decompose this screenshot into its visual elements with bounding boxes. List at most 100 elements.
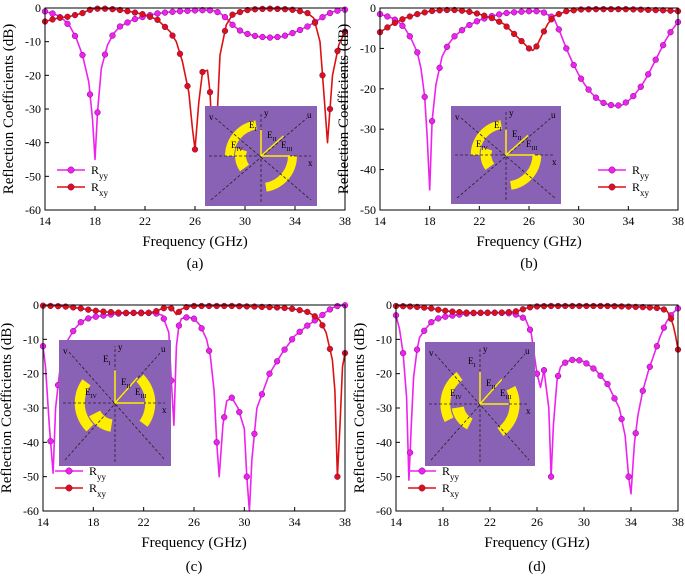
inset-v-axis bbox=[214, 117, 312, 201]
ring-segment-lower bbox=[265, 156, 298, 192]
inset-label-e4-base: E bbox=[450, 388, 456, 398]
data-point-ryy bbox=[384, 13, 391, 20]
data-point-ryy bbox=[243, 473, 250, 480]
inset-label-e2: EII bbox=[512, 129, 522, 142]
data-point-rxy bbox=[49, 16, 56, 23]
inset-u-axis bbox=[210, 117, 308, 201]
data-point-ryy bbox=[259, 33, 266, 41]
data-point-rxy bbox=[334, 47, 341, 55]
field-arrow-diag bbox=[260, 135, 284, 157]
data-point-ryy bbox=[47, 438, 54, 445]
y-tick-label: -10 bbox=[376, 332, 392, 346]
x-tick-label: 38 bbox=[672, 214, 684, 228]
inset-label-y: y bbox=[483, 344, 488, 354]
data-point-rxy bbox=[304, 9, 311, 17]
data-point-ryy bbox=[562, 359, 569, 366]
inset-label-e4-sub: IV bbox=[91, 394, 98, 400]
inset-label-e4: EIV bbox=[450, 388, 462, 401]
data-point-rxy bbox=[466, 8, 473, 15]
legend-marker bbox=[418, 467, 426, 475]
legend-label-sub: yy bbox=[640, 171, 650, 181]
data-point-ryy bbox=[555, 26, 562, 33]
panel-caption: (a) bbox=[187, 256, 204, 272]
x-tick-label: 18 bbox=[89, 214, 101, 228]
data-point-ryy bbox=[71, 32, 79, 40]
x-tick-label: 38 bbox=[339, 515, 351, 529]
data-point-ryy bbox=[175, 322, 183, 329]
inset-label-e1-base: E bbox=[468, 356, 474, 366]
ring-segment-inner bbox=[480, 147, 495, 170]
data-point-rxy bbox=[562, 302, 569, 310]
data-point-rxy bbox=[484, 309, 491, 317]
y-tick-label: -40 bbox=[360, 163, 376, 177]
data-point-ryy bbox=[169, 8, 176, 15]
x-tick-label: 26 bbox=[188, 515, 200, 529]
inset-label-e2-base: E bbox=[486, 378, 492, 388]
data-point-rxy bbox=[421, 304, 428, 311]
y-tick-label: 0 bbox=[33, 298, 39, 312]
data-point-rxy bbox=[428, 7, 436, 15]
x-tick-label: 30 bbox=[239, 214, 251, 228]
data-point-ryy bbox=[274, 33, 281, 41]
legend-label-base: R bbox=[91, 163, 99, 177]
inset-label-e1-sub: I bbox=[255, 127, 257, 133]
data-point-ryy bbox=[154, 10, 161, 17]
y-tick-label: -60 bbox=[23, 504, 39, 518]
legend-label: Ryy bbox=[442, 464, 460, 482]
data-point-ryy bbox=[221, 13, 229, 21]
data-point-rxy bbox=[326, 345, 334, 353]
inset-label-e1: EI bbox=[468, 356, 476, 369]
data-point-ryy bbox=[399, 22, 406, 29]
data-point-rxy bbox=[488, 14, 495, 22]
data-point-rxy bbox=[107, 308, 115, 316]
data-point-rxy bbox=[451, 6, 458, 14]
legend-label-base: R bbox=[632, 180, 640, 194]
data-point-rxy bbox=[304, 308, 311, 316]
inset-label-e2-base: E bbox=[267, 130, 273, 140]
data-point-rxy bbox=[414, 10, 421, 18]
inset-label-e4-sub: IV bbox=[456, 395, 463, 401]
data-point-rxy bbox=[540, 303, 548, 310]
data-point-ryy bbox=[645, 71, 652, 78]
data-point-ryy bbox=[414, 49, 421, 56]
data-point-ryy bbox=[101, 51, 109, 58]
data-point-ryy bbox=[637, 83, 644, 90]
data-point-rxy bbox=[205, 302, 213, 310]
inset-label-e2-sub: II bbox=[518, 136, 522, 142]
data-point-ryy bbox=[214, 8, 221, 16]
data-point-rxy bbox=[456, 308, 463, 316]
data-point-rxy bbox=[175, 308, 183, 316]
data-point-rxy bbox=[56, 14, 64, 21]
data-point-rxy bbox=[458, 7, 466, 14]
inset-label-x: x bbox=[308, 158, 313, 168]
data-point-ryy bbox=[540, 367, 548, 374]
legend-label: Ryy bbox=[89, 464, 107, 482]
data-point-rxy bbox=[244, 6, 251, 14]
inset-v-axis bbox=[460, 117, 556, 199]
data-point-ryy bbox=[221, 414, 228, 421]
x-tick-label: 30 bbox=[578, 515, 590, 529]
panel-caption: (c) bbox=[186, 559, 203, 575]
data-point-rxy bbox=[71, 11, 79, 19]
data-point-rxy bbox=[154, 16, 161, 23]
data-point-ryy bbox=[625, 473, 632, 480]
inset-label-x: x bbox=[526, 406, 531, 416]
data-point-ryy bbox=[228, 394, 235, 401]
inset-label-e1-sub: I bbox=[474, 363, 476, 369]
inset-label-e1: EI bbox=[494, 120, 502, 133]
data-point-rxy bbox=[481, 12, 488, 19]
legend-label-base: R bbox=[632, 163, 640, 177]
chart-panel: 14 18 22 26 30 34 38 0 -10 -20 -30 -40 -50 -60 Frequen… bbox=[1, 1, 351, 272]
data-point-rxy bbox=[176, 50, 184, 57]
data-point-ryy bbox=[525, 8, 533, 15]
data-point-ryy bbox=[319, 14, 326, 21]
inset-label-e3-sub: III bbox=[287, 147, 293, 153]
x-axis-label: Frequency (GHz) bbox=[142, 234, 247, 250]
inset-label-u: u bbox=[525, 346, 530, 356]
data-point-rxy bbox=[311, 313, 318, 320]
data-point-rxy bbox=[221, 27, 229, 35]
data-point-rxy bbox=[101, 5, 109, 12]
